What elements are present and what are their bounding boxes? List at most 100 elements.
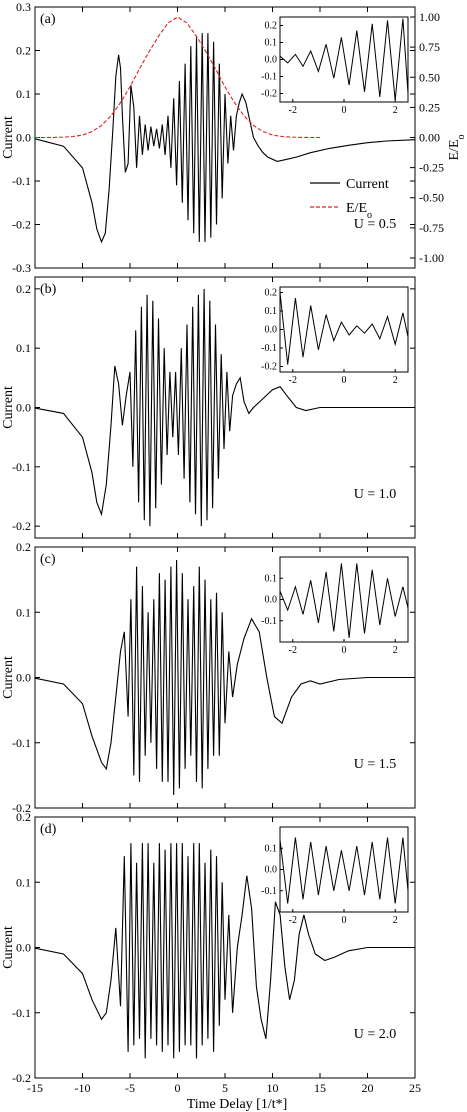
y-tick-label: 0.2 bbox=[16, 282, 31, 296]
y2-axis-label: E/Eo bbox=[447, 135, 467, 161]
inset-y-tick-label: 0.2 bbox=[265, 288, 278, 299]
inset-y-tick-label: 0.1 bbox=[265, 306, 278, 317]
u-annotation: U = 0.5 bbox=[354, 217, 397, 232]
inset-current-line bbox=[279, 292, 409, 365]
inset-y-tick-label: -0.1 bbox=[261, 72, 277, 83]
panel-label: (b) bbox=[40, 282, 57, 297]
y-tick-label: -0.2 bbox=[12, 218, 31, 232]
y2-tick-label: -0.75 bbox=[419, 221, 444, 235]
y-tick-label: -0.2 bbox=[12, 801, 31, 815]
inset-plot: -0.2 -0.1 0.0 0.1 0.2 -2 0 2 bbox=[261, 16, 409, 116]
inset-x-tick-label: 0 bbox=[342, 375, 347, 386]
inset-x-tick-label: -2 bbox=[289, 105, 297, 116]
y2-tick-label: -1.00 bbox=[419, 251, 444, 265]
y-tick-label: -0.2 bbox=[12, 519, 31, 533]
x-tick-label: 15 bbox=[314, 1081, 326, 1095]
y-tick-label: 0.1 bbox=[16, 605, 31, 619]
y-axis-label: Current bbox=[1, 656, 16, 699]
legend-field-label-subscript: o bbox=[367, 210, 372, 221]
x-tick-label: -15 bbox=[27, 1081, 43, 1095]
inset-y-tick-label: 0.1 bbox=[265, 573, 278, 584]
u-annotation: U = 2.0 bbox=[354, 1027, 397, 1042]
y-tick-label: -0.3 bbox=[12, 261, 31, 275]
panel-label: (d) bbox=[40, 822, 57, 837]
y-tick-label: 0.0 bbox=[16, 401, 31, 415]
y-tick-label: -0.1 bbox=[12, 174, 31, 188]
y-tick-label: -0.1 bbox=[12, 1006, 31, 1020]
y2-tick-label: 1.00 bbox=[419, 10, 440, 24]
inset-x-tick-label: -2 bbox=[289, 915, 297, 926]
inset-y-tick-label: 0.0 bbox=[265, 325, 278, 336]
inset-current-line bbox=[279, 18, 409, 101]
y-tick-label: -0.1 bbox=[12, 736, 31, 750]
legend-current-label: Current bbox=[346, 177, 389, 192]
y-tick-label: 0.0 bbox=[16, 941, 31, 955]
y2-axis-label-subscript: o bbox=[456, 135, 467, 140]
inset-y-tick-label: 0.0 bbox=[265, 55, 278, 66]
x-tick-label: 25 bbox=[409, 1081, 421, 1095]
inset-y-tick-label: 0.2 bbox=[265, 21, 278, 32]
inset-current-line bbox=[279, 837, 409, 904]
inset-x-tick-label: -2 bbox=[289, 645, 297, 656]
y-tick-label: 0.2 bbox=[16, 44, 31, 58]
y-axis-label: Current bbox=[1, 386, 16, 429]
current-series-line bbox=[34, 843, 415, 1059]
current-series-line bbox=[34, 33, 416, 244]
current-series-line bbox=[34, 559, 415, 796]
inset-y-tick-label: -0.1 bbox=[261, 343, 277, 354]
inset-x-tick-label: 2 bbox=[393, 645, 398, 656]
y-tick-label: 0.3 bbox=[16, 0, 31, 14]
u-annotation: U = 1.0 bbox=[354, 487, 397, 502]
x-tick-label: 10 bbox=[267, 1081, 279, 1095]
inset-x-tick-label: 0 bbox=[342, 105, 347, 116]
u-annotation: U = 1.5 bbox=[354, 757, 397, 772]
y-tick-label: 0.1 bbox=[16, 87, 31, 101]
inset-y-tick-label: -0.2 bbox=[261, 361, 277, 372]
y-axis-label: Current bbox=[1, 926, 16, 969]
inset-current-line bbox=[279, 563, 409, 638]
inset-x-tick-label: -2 bbox=[289, 375, 297, 386]
y-tick-label: 0.0 bbox=[16, 671, 31, 685]
y2-tick-label: 0.00 bbox=[419, 131, 440, 145]
current-series-line bbox=[34, 288, 415, 527]
y2-tick-label: 0.25 bbox=[419, 100, 440, 114]
panel-label: (a) bbox=[40, 12, 56, 27]
x-tick-label: -10 bbox=[75, 1081, 91, 1095]
inset-x-tick-label: 0 bbox=[342, 645, 347, 656]
y2-tick-label: 0.75 bbox=[419, 40, 440, 54]
field-series-line bbox=[35, 16, 320, 139]
inset-plot: -0.1 0.0 0.1 -2 0 2 bbox=[261, 556, 409, 656]
y-tick-label: 0.0 bbox=[16, 131, 31, 145]
legend-field-label: E/Eo bbox=[346, 201, 372, 221]
inset-y-tick-label: 0.1 bbox=[265, 38, 278, 49]
x-tick-label: -5 bbox=[125, 1081, 135, 1095]
inset-y-tick-label: -0.2 bbox=[261, 89, 277, 100]
inset-y-tick-label: -0.1 bbox=[261, 616, 277, 627]
y2-tick-label: 0.50 bbox=[419, 70, 440, 84]
panel-c: -0.2 -0.1 0.0 0.1 0.2 Current (c) U = 1.5 -0.1 0.… bbox=[1, 540, 416, 815]
y2-tick-label: -0.25 bbox=[419, 161, 444, 175]
inset-frame bbox=[279, 556, 409, 643]
panel-d: -0.2-0.10.00.10.2-15 -10 -5 0 5 10 15 20 25Curre… bbox=[1, 810, 421, 1095]
x-tick-label: 20 bbox=[362, 1081, 374, 1095]
y-tick-label: 0.2 bbox=[16, 540, 31, 554]
y-axis-label: Current bbox=[1, 116, 16, 159]
inset-plot: -0.1 0.0 0.1 -2 0 2 bbox=[261, 826, 409, 926]
inset-y-tick-label: -0.1 bbox=[261, 886, 277, 897]
y-tick-label: 0.1 bbox=[16, 341, 31, 355]
inset-x-tick-label: 2 bbox=[393, 375, 398, 386]
x-tick-label: 0 bbox=[175, 1081, 181, 1095]
inset-x-tick-label: 2 bbox=[393, 105, 398, 116]
inset-y-tick-label: 0.0 bbox=[265, 865, 278, 876]
y-tick-label: -0.2 bbox=[12, 1071, 31, 1085]
x-axis-label: Time Delay [1/t*] bbox=[187, 1097, 288, 1112]
x-tick-label: 5 bbox=[222, 1081, 228, 1095]
inset-x-tick-label: 2 bbox=[393, 915, 398, 926]
panel-a: -0.3 -0.2 -0.1 0.0 0.1 0.2 0.3 Current (a) U = 0.… bbox=[1, 0, 467, 275]
inset-plot: -0.2 -0.1 0.0 0.1 0.2 -2 0 2 bbox=[261, 286, 409, 386]
y-tick-label: 0.1 bbox=[16, 875, 31, 889]
inset-y-tick-label: 0.1 bbox=[265, 843, 278, 854]
y2-tick-label: -0.50 bbox=[419, 191, 444, 205]
